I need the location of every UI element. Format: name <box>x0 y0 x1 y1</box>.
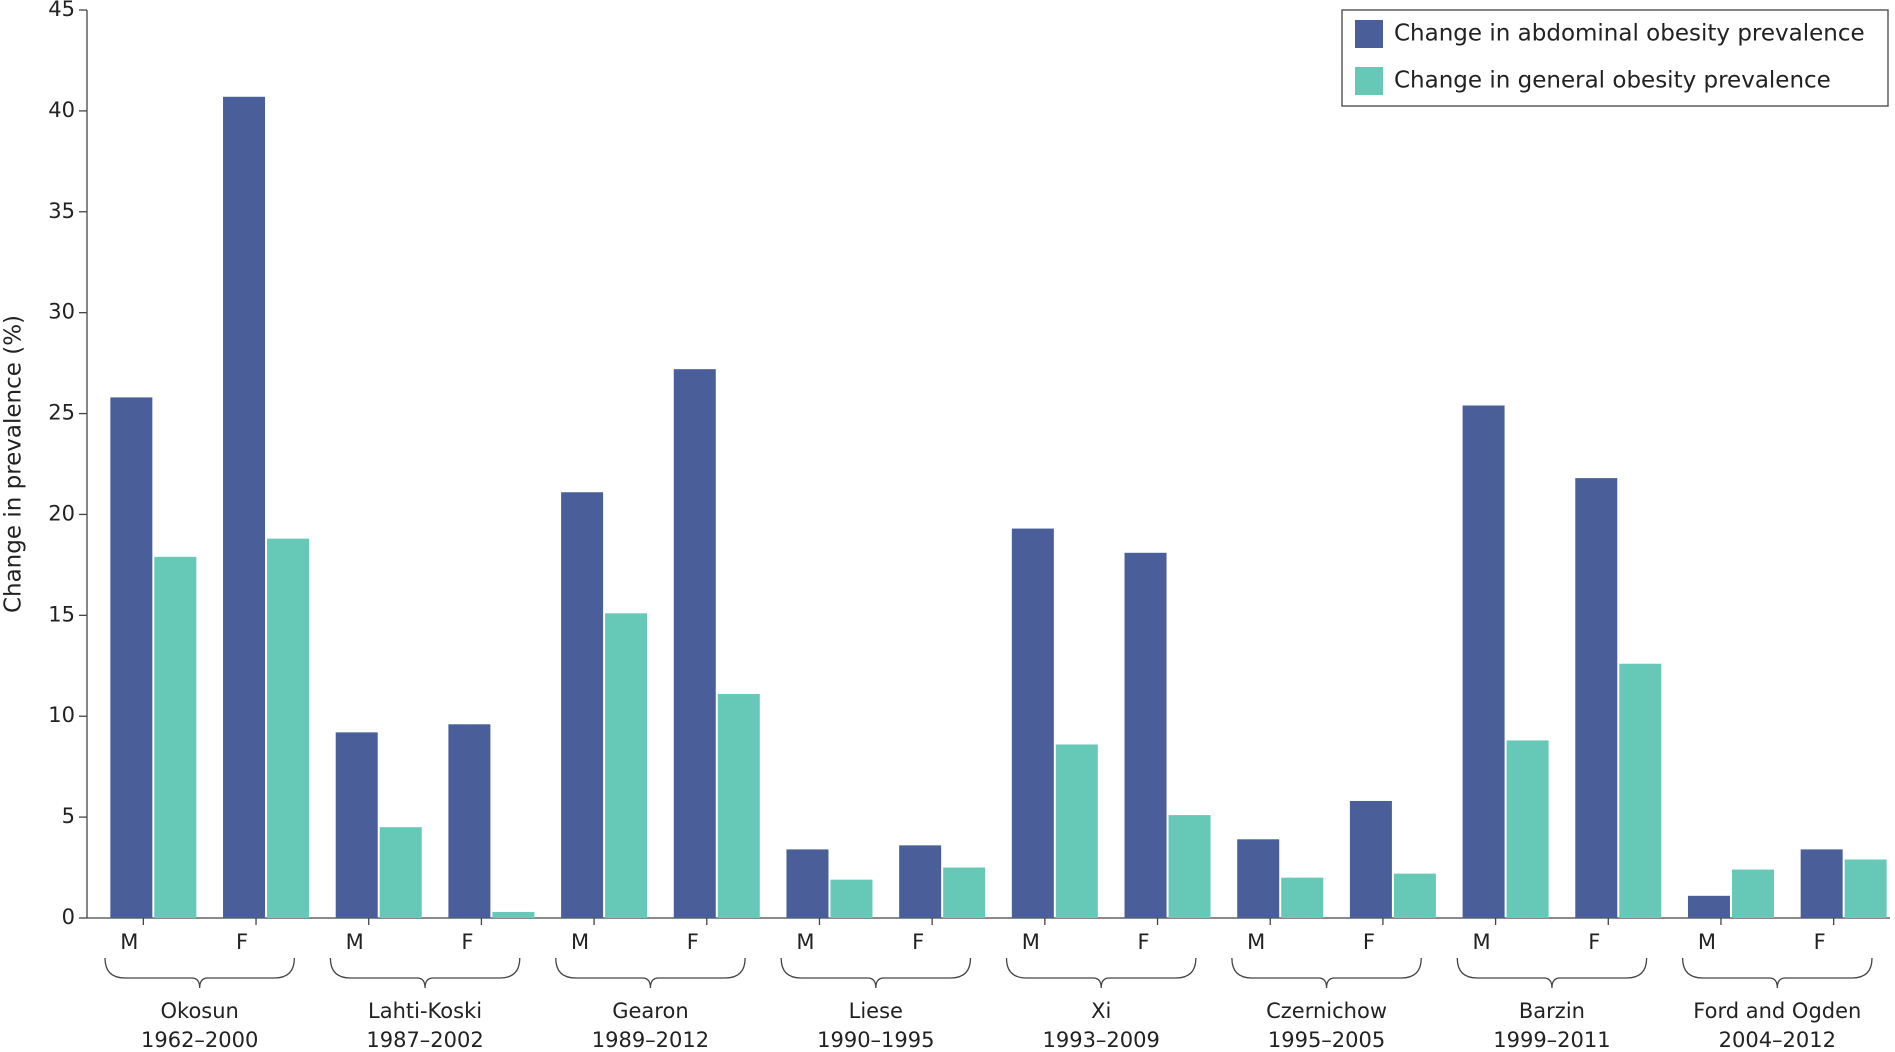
legend-label: Change in abdominal obesity prevalence <box>1394 21 1865 47</box>
bar <box>943 867 986 918</box>
bar <box>1687 895 1730 918</box>
x-tick-label: M <box>346 930 364 954</box>
bar <box>335 732 378 918</box>
x-tick-label: F <box>236 930 248 954</box>
group-name: Gearon <box>612 999 688 1023</box>
bar <box>1349 800 1392 918</box>
bar <box>1124 552 1167 918</box>
group-name: Xi <box>1091 999 1111 1023</box>
y-tick-label: 0 <box>62 905 75 929</box>
x-tick-label: M <box>1698 930 1716 954</box>
legend-swatch <box>1355 67 1383 95</box>
bar <box>1800 849 1843 918</box>
x-tick-label: F <box>1363 930 1375 954</box>
brace <box>1456 957 1648 989</box>
y-tick-label: 15 <box>48 602 75 626</box>
group-name: Ford and Ogden <box>1693 999 1861 1023</box>
bar <box>154 556 197 918</box>
group-period: 1989–2012 <box>592 1028 709 1052</box>
bar <box>448 724 491 918</box>
y-axis-label: Change in prevalence (%) <box>1 315 27 613</box>
bar <box>1731 869 1774 918</box>
y-tick-label: 25 <box>48 401 75 425</box>
brace <box>1681 957 1873 989</box>
x-tick-label: F <box>912 930 924 954</box>
bar <box>492 911 535 918</box>
group-name: Liese <box>849 999 903 1023</box>
brace <box>1005 957 1197 989</box>
bar <box>267 538 310 918</box>
bar <box>1393 873 1436 918</box>
bar <box>110 397 153 918</box>
bar <box>786 849 829 918</box>
group-period: 2004–2012 <box>1719 1028 1836 1052</box>
bar <box>1237 839 1280 918</box>
bar <box>1055 744 1098 918</box>
brace <box>555 957 746 989</box>
bar <box>1462 405 1505 918</box>
bar <box>379 827 422 918</box>
group-name: Okosun <box>161 999 239 1023</box>
brace <box>780 957 972 989</box>
legend-box <box>1341 9 1889 107</box>
legend-label: Change in general obesity prevalence <box>1394 68 1831 94</box>
group-name: Lahti-Koski <box>368 999 482 1023</box>
y-tick-label: 10 <box>48 703 75 727</box>
bar <box>1575 478 1618 918</box>
group-name: Czernichow <box>1266 999 1387 1023</box>
bar <box>1281 877 1324 918</box>
group-period: 1993–2009 <box>1042 1028 1159 1052</box>
x-tick-label: F <box>1137 930 1149 954</box>
bar <box>830 879 873 918</box>
y-tick-label: 20 <box>48 501 75 525</box>
y-tick-label: 45 <box>48 0 75 21</box>
group-period: 1962–2000 <box>141 1028 258 1052</box>
group-name: Barzin <box>1519 999 1585 1023</box>
group-period: 1990–1995 <box>817 1028 934 1052</box>
bar <box>1844 859 1887 918</box>
brace <box>104 957 296 989</box>
x-tick-label: F <box>687 930 699 954</box>
brace <box>1231 957 1422 989</box>
x-tick-label: F <box>1588 930 1600 954</box>
x-tick-label: M <box>796 930 814 954</box>
bar <box>605 613 648 918</box>
y-tick-label: 35 <box>48 199 75 223</box>
brace <box>329 957 521 989</box>
x-tick-label: F <box>461 930 473 954</box>
legend-swatch <box>1355 20 1383 48</box>
group-period: 1995–2005 <box>1268 1028 1385 1052</box>
bar <box>1168 815 1211 918</box>
x-tick-label: M <box>1473 930 1491 954</box>
bar <box>1619 663 1662 918</box>
y-tick-label: 30 <box>48 300 75 324</box>
x-tick-label: M <box>571 930 589 954</box>
group-period: 1999–2011 <box>1493 1028 1610 1052</box>
bar <box>561 492 604 918</box>
x-tick-label: M <box>120 930 138 954</box>
x-tick-label: F <box>1814 930 1826 954</box>
y-tick-label: 5 <box>62 804 75 828</box>
bar <box>717 694 760 918</box>
group-period: 1987–2002 <box>366 1028 483 1052</box>
bar <box>223 96 266 918</box>
y-tick-label: 40 <box>48 98 75 122</box>
x-tick-label: M <box>1022 930 1040 954</box>
bar <box>1011 528 1054 918</box>
bar <box>673 369 716 919</box>
bar <box>899 845 942 918</box>
bar <box>1506 740 1549 918</box>
x-tick-label: M <box>1247 930 1265 954</box>
